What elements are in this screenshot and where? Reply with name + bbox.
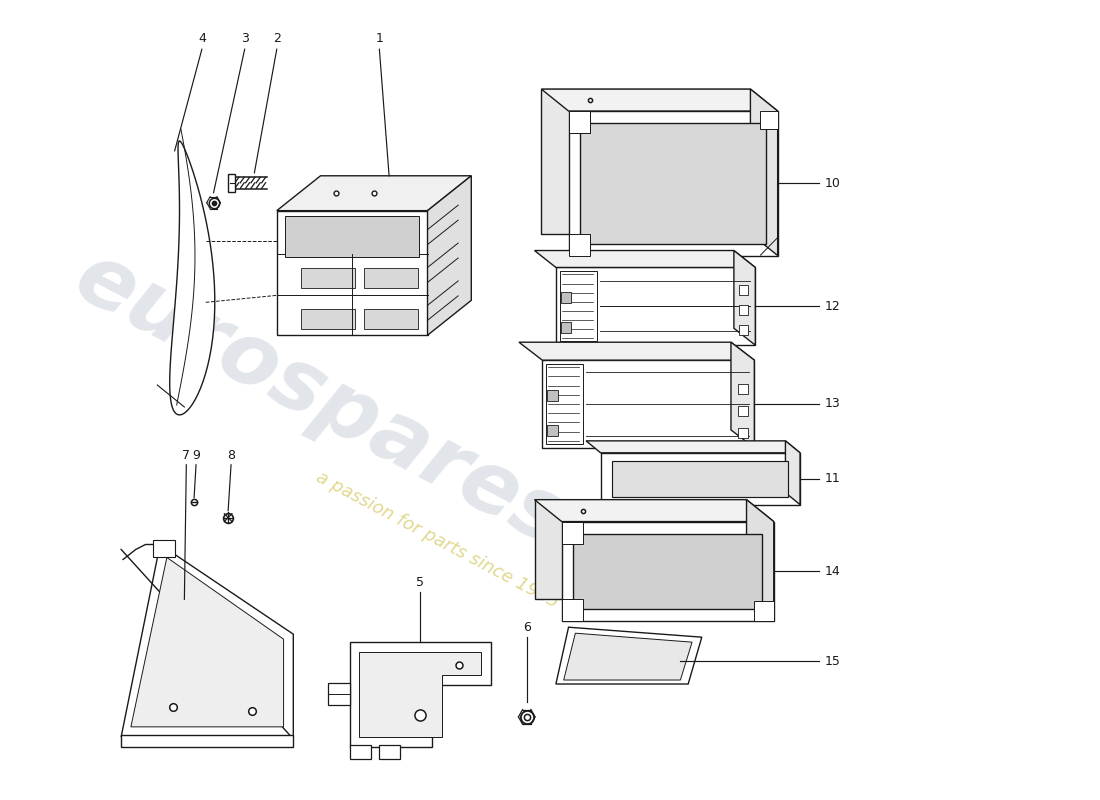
Polygon shape <box>586 441 800 453</box>
Polygon shape <box>569 111 590 133</box>
Polygon shape <box>541 89 750 234</box>
Polygon shape <box>734 250 756 345</box>
Text: 6: 6 <box>522 621 530 634</box>
Bar <box>561 292 572 303</box>
Bar <box>153 539 175 558</box>
Bar <box>121 735 294 746</box>
Polygon shape <box>556 267 756 345</box>
Text: 3: 3 <box>241 32 249 46</box>
Polygon shape <box>535 250 756 267</box>
Polygon shape <box>563 633 692 680</box>
Bar <box>738 406 748 416</box>
Polygon shape <box>562 522 773 622</box>
Polygon shape <box>747 500 773 622</box>
Polygon shape <box>556 627 702 684</box>
Polygon shape <box>535 500 773 522</box>
Polygon shape <box>360 652 481 737</box>
Bar <box>573 534 762 610</box>
Bar <box>364 269 418 288</box>
Polygon shape <box>121 545 294 737</box>
Polygon shape <box>569 111 778 255</box>
Polygon shape <box>519 342 755 360</box>
Bar <box>378 745 400 758</box>
Polygon shape <box>535 500 747 599</box>
Bar <box>547 364 583 444</box>
Text: 7: 7 <box>183 449 190 462</box>
Polygon shape <box>760 238 778 255</box>
Text: 12: 12 <box>824 300 840 313</box>
Bar <box>364 310 418 330</box>
Text: 5: 5 <box>416 576 424 590</box>
Text: 2: 2 <box>273 32 280 46</box>
Polygon shape <box>428 176 471 335</box>
Bar <box>547 425 558 436</box>
Text: a passion for parts since 1985: a passion for parts since 1985 <box>314 468 561 611</box>
Polygon shape <box>750 89 778 255</box>
Text: 8: 8 <box>227 449 235 462</box>
Bar <box>328 683 350 705</box>
Polygon shape <box>131 558 284 727</box>
Bar <box>285 216 419 258</box>
Bar <box>301 310 354 330</box>
Polygon shape <box>601 453 800 505</box>
Bar <box>350 745 371 758</box>
Text: 14: 14 <box>824 565 840 578</box>
Polygon shape <box>562 599 583 622</box>
Text: eurospares: eurospares <box>60 235 581 565</box>
Polygon shape <box>277 210 428 335</box>
Bar <box>738 428 748 438</box>
Text: 1: 1 <box>375 32 383 46</box>
Bar <box>739 286 748 295</box>
Bar <box>301 269 354 288</box>
Polygon shape <box>562 522 583 543</box>
Polygon shape <box>569 234 590 255</box>
Polygon shape <box>541 89 778 111</box>
Polygon shape <box>785 441 800 505</box>
Bar <box>739 326 748 335</box>
Polygon shape <box>760 111 778 129</box>
Bar <box>560 271 597 342</box>
Polygon shape <box>755 602 773 622</box>
Polygon shape <box>277 176 471 210</box>
Polygon shape <box>169 141 214 415</box>
Text: 10: 10 <box>824 177 840 190</box>
Polygon shape <box>350 642 491 746</box>
Text: 15: 15 <box>824 654 840 667</box>
Bar <box>738 384 748 394</box>
Bar <box>739 306 748 315</box>
Text: 4: 4 <box>198 32 206 46</box>
Text: 9: 9 <box>192 449 200 462</box>
Text: 11: 11 <box>824 472 840 486</box>
Polygon shape <box>228 174 235 192</box>
Bar <box>561 322 572 334</box>
Polygon shape <box>732 342 755 448</box>
Text: 13: 13 <box>824 398 840 410</box>
Polygon shape <box>542 360 755 448</box>
Bar <box>613 461 789 497</box>
Bar <box>580 123 766 243</box>
Bar <box>547 390 558 401</box>
